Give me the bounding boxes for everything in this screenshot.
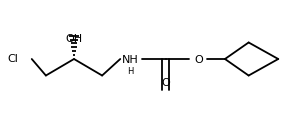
Text: OH: OH <box>65 34 83 44</box>
Text: O: O <box>194 55 203 65</box>
Text: Cl: Cl <box>7 54 18 64</box>
Text: NH: NH <box>122 55 139 65</box>
Text: H: H <box>127 67 133 76</box>
Text: O: O <box>161 78 170 88</box>
